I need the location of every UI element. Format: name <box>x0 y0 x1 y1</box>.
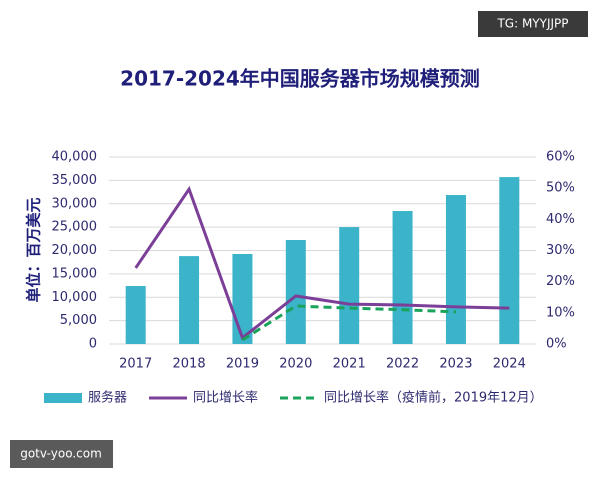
y-tick-label: 15,000 <box>52 266 98 281</box>
bar <box>179 256 200 344</box>
y2-tick-label: 10% <box>546 305 575 320</box>
legend-swatch <box>44 393 82 403</box>
y-tick-label: 25,000 <box>52 220 98 235</box>
y-tick-label: 0 <box>89 337 97 352</box>
y2-tick-label: 60% <box>546 150 575 165</box>
line <box>241 304 456 342</box>
legend-label: 服务器 <box>88 390 127 406</box>
y2-tick-label: 50% <box>546 181 575 196</box>
y2-tick-label: 20% <box>546 274 575 289</box>
x-tick-label: 2023 <box>439 357 472 372</box>
watermark: gotv-yoo.com <box>20 447 102 461</box>
x-tick-label: 2024 <box>493 357 526 372</box>
watermark-box <box>478 11 588 37</box>
x-tick-label: 2020 <box>279 357 312 372</box>
chart-title: 2017-2024年中国服务器市场规模预测 <box>120 67 480 91</box>
bar <box>445 195 466 344</box>
y-axis-label: 单位：百万美元 <box>25 197 43 302</box>
bar <box>285 239 306 344</box>
x-tick-label: 2017 <box>119 357 152 372</box>
x-tick-label: 2021 <box>333 357 366 372</box>
x-tick-label: 2018 <box>173 357 206 372</box>
y-tick-label: 5,000 <box>60 313 97 328</box>
y-tick-label: 40,000 <box>52 150 98 165</box>
y-tick-label: 30,000 <box>52 196 98 211</box>
y-tick-label: 20,000 <box>52 243 98 258</box>
y2-tick-label: 0% <box>546 337 567 352</box>
watermark: TG: MYYJJPP <box>496 17 568 31</box>
bar <box>339 227 360 344</box>
y-tick-label: 10,000 <box>52 290 98 305</box>
y2-tick-label: 30% <box>546 243 575 258</box>
x-tick-label: 2019 <box>226 357 259 372</box>
legend-label: 同比增长率（疫情前，2019年12月） <box>324 390 543 406</box>
watermark-box <box>10 440 113 468</box>
x-tick-label: 2022 <box>386 357 419 372</box>
y-tick-label: 35,000 <box>52 173 98 188</box>
y2-tick-label: 40% <box>546 212 575 227</box>
bar <box>125 286 146 344</box>
legend-label: 同比增长率 <box>193 390 258 406</box>
bar <box>392 210 413 344</box>
bar <box>499 177 520 344</box>
line <box>134 185 510 341</box>
